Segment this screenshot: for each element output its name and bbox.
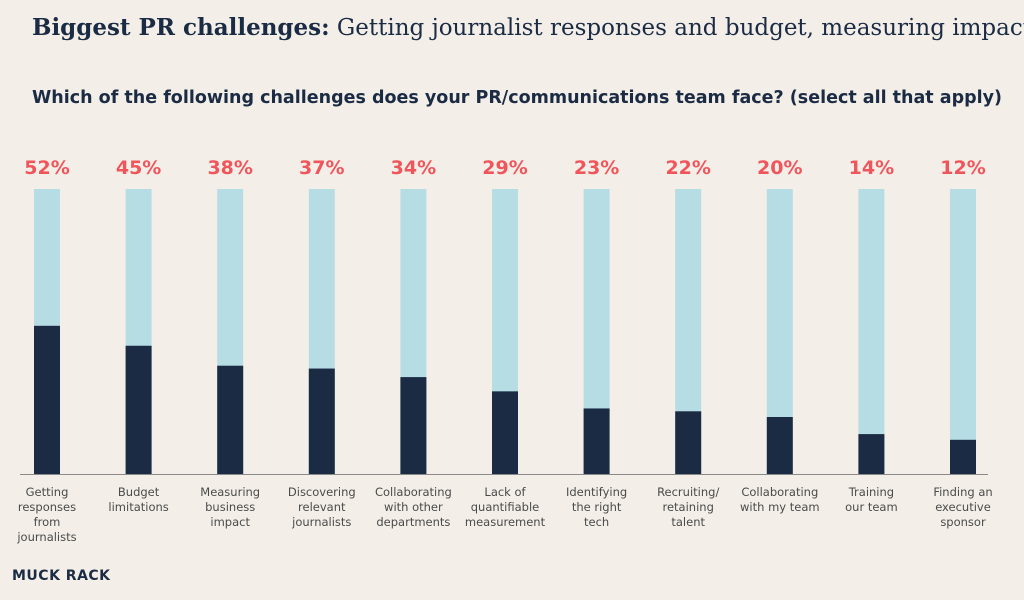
bar-value (858, 434, 885, 474)
data-label: 38% (207, 157, 252, 179)
category-label-line: from (34, 515, 61, 529)
category-label-line: impact (210, 515, 250, 529)
category-label-line: talent (671, 515, 705, 529)
category-label-line: business (205, 500, 255, 514)
category-label-line: departments (376, 515, 450, 529)
bar-track (858, 189, 885, 474)
category-label-line: Finding an (933, 485, 992, 499)
category-label-line: sponsor (940, 515, 986, 529)
bar-value (34, 325, 60, 474)
category-label: Recruiting/retaining talent (657, 485, 719, 529)
data-label: 34% (391, 157, 436, 179)
category-label-line: journalists (16, 530, 76, 544)
category-label-line: Lack of (484, 485, 526, 499)
category-label-line: responses (18, 500, 76, 514)
bar-value (125, 345, 152, 474)
data-label: 12% (940, 157, 985, 179)
bar-value (950, 439, 976, 474)
category-label-line: with other (384, 500, 443, 514)
category-label: Budget limitations (108, 485, 168, 514)
category-label-line: relevant (298, 500, 346, 514)
chart-title: Biggest PR challenges: Getting journalis… (32, 14, 1024, 41)
data-label: 52% (24, 157, 69, 179)
category-label-line: Budget (118, 485, 160, 499)
muck-rack-logo: MUCK RACK (12, 568, 111, 584)
data-label: 37% (299, 157, 344, 179)
category-label: Identifying the right tech (566, 485, 627, 529)
category-label-line: Measuring (200, 485, 260, 499)
category-label: Collaborating with my team (740, 485, 820, 514)
bar-value (583, 408, 610, 474)
category-label-line: Collaborating (375, 485, 452, 499)
data-label: 20% (757, 157, 802, 179)
category-label-line: Training (848, 485, 894, 499)
survey-question: Which of the following challenges does y… (32, 88, 1003, 108)
category-label-line: our team (845, 500, 898, 514)
category-label: Discovering relevant journalists (288, 485, 356, 529)
category-label-line: quantifiable (471, 500, 540, 514)
category-label-line: Collaborating (741, 485, 818, 499)
category-label: Collaborating with other departments (375, 485, 452, 529)
category-label-line: tech (584, 515, 609, 529)
bar-value (766, 417, 793, 474)
category-label-line: with my team (740, 500, 820, 514)
bar-track (950, 189, 976, 474)
data-label: 45% (116, 157, 161, 179)
data-label: 14% (849, 157, 894, 179)
bar-value (400, 377, 427, 474)
bar-value (308, 368, 335, 474)
category-label: Training our team (845, 485, 898, 514)
category-label-line: Discovering (288, 485, 356, 499)
category-label-line: journalists (291, 515, 351, 529)
category-label-line: Identifying (566, 485, 627, 499)
bar-value (675, 411, 702, 474)
data-label: 22% (665, 157, 710, 179)
chart-title-bold: Biggest PR challenges: (32, 14, 330, 41)
category-label: Finding an executive sponsor (933, 485, 992, 529)
category-label-line: executive (935, 500, 991, 514)
category-label-line: Recruiting/ (657, 485, 719, 499)
category-label-line: retaining (663, 500, 714, 514)
category-label-line: measurement (465, 515, 546, 529)
category-label: Lack of quantifiable measurement (465, 485, 546, 529)
data-label: 23% (574, 157, 619, 179)
category-label-line: the right (572, 500, 622, 514)
chart-title-rest: Getting journalist responses and budget,… (336, 15, 1024, 41)
bar-value (217, 365, 244, 474)
category-label-line: Getting (26, 485, 69, 499)
category-label: Measuring business impact (200, 485, 260, 529)
bar-value (492, 391, 518, 474)
data-label: 29% (482, 157, 527, 179)
category-label: Getting responses from journalists (16, 485, 76, 544)
category-label-line: limitations (108, 500, 168, 514)
